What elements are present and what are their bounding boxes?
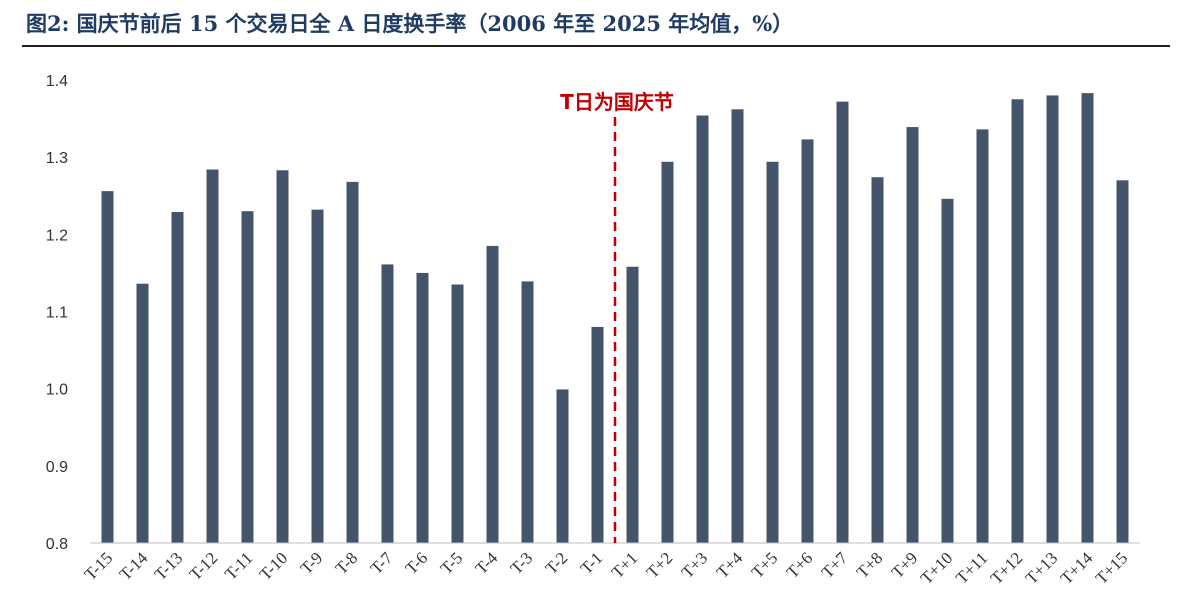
x-tick-label: T+2 — [643, 548, 677, 582]
bar-t+10 — [941, 198, 954, 543]
x-tick-label: T-3 — [507, 548, 537, 578]
bar-t-1 — [591, 326, 604, 543]
y-tick-label: 1.2 — [46, 227, 68, 244]
x-tick-label: T+4 — [713, 548, 747, 582]
bar-t-11 — [241, 211, 254, 543]
bar-t+8 — [871, 177, 884, 544]
x-tick-label: T-15 — [81, 548, 117, 584]
bar-t-2 — [556, 389, 569, 543]
bar-t-6 — [416, 272, 429, 543]
x-tick-label: T-10 — [256, 548, 292, 584]
x-tick-label: T+10 — [917, 548, 957, 588]
bar-t+12 — [1011, 99, 1024, 544]
x-tick-label: T-4 — [472, 548, 502, 578]
x-tick-label: T-11 — [221, 548, 256, 583]
bar-t+13 — [1046, 95, 1059, 543]
bar-t+4 — [731, 109, 744, 543]
x-tick-label: T+6 — [783, 548, 817, 582]
x-tick-label: T-14 — [116, 548, 152, 584]
bar-t+14 — [1081, 93, 1094, 543]
x-tick-label: T+3 — [678, 548, 712, 582]
figure-title: 图2: 国庆节前后 15 个交易日全 A 日度换手率（2006 年至 2025 … — [26, 11, 794, 36]
y-tick-label: 1.0 — [46, 382, 68, 399]
title-divider — [22, 45, 1170, 47]
x-tick-label: T+9 — [888, 548, 922, 582]
bar-t-7 — [381, 264, 394, 543]
bar-t+5 — [766, 161, 779, 543]
x-tick-label: T-7 — [367, 548, 397, 578]
bar-t+2 — [661, 161, 674, 543]
x-tick-label: T-2 — [542, 548, 572, 578]
bar-t+1 — [626, 266, 639, 543]
x-tick-label: T+12 — [987, 548, 1027, 588]
bar-t-15 — [101, 191, 114, 543]
bars — [101, 93, 1129, 544]
bar-t-5 — [451, 284, 464, 543]
y-tick-label: 0.9 — [46, 459, 68, 476]
y-tick-label: 1.4 — [46, 73, 68, 90]
x-tick-label: T+8 — [853, 548, 887, 582]
x-tick-label: T-12 — [186, 548, 222, 584]
bar-t+6 — [801, 139, 814, 543]
bar-t+11 — [976, 129, 989, 544]
x-tick-label: T-13 — [151, 548, 187, 584]
x-tick-label: T+11 — [952, 548, 991, 587]
bar-t+3 — [696, 115, 709, 543]
x-tick-label: T+14 — [1057, 548, 1097, 588]
bar-t-14 — [136, 283, 149, 543]
bar-t-4 — [486, 245, 499, 544]
bar-t-13 — [171, 211, 184, 543]
bar-t+15 — [1116, 180, 1129, 544]
bar-t-12 — [206, 169, 219, 543]
x-tick-label: T-9 — [297, 548, 327, 578]
x-tick-label: T-6 — [402, 548, 432, 578]
x-tick-label: T-5 — [437, 548, 467, 578]
x-axis: T-15 T-14 T-13 T-12 T-11 T-10 T-9 T-8 T-7 T-6 T-5 T… — [81, 548, 1132, 588]
bar-t+7 — [836, 101, 849, 544]
holiday-annotation: T日为国庆节 — [560, 90, 674, 114]
x-tick-label: T-8 — [332, 548, 362, 578]
bar-t-3 — [521, 281, 534, 543]
bar-t-8 — [346, 181, 359, 544]
bar-t-9 — [311, 209, 324, 543]
bar-t-10 — [276, 170, 289, 543]
y-tick-label: 0.8 — [46, 536, 68, 553]
bar-t+9 — [906, 127, 919, 544]
x-tick-label: T-1 — [577, 548, 607, 578]
x-tick-label: T+15 — [1092, 548, 1132, 588]
y-tick-label: 1.1 — [46, 305, 68, 322]
y-axis: 0.8 0.9 1.0 1.1 1.2 1.3 1.4 — [46, 73, 68, 553]
x-tick-label: T+7 — [818, 548, 852, 582]
x-tick-label: T+5 — [748, 548, 782, 582]
x-tick-label: T+13 — [1022, 548, 1062, 588]
y-tick-label: 1.3 — [46, 150, 68, 167]
x-tick-label: T+1 — [608, 548, 642, 582]
